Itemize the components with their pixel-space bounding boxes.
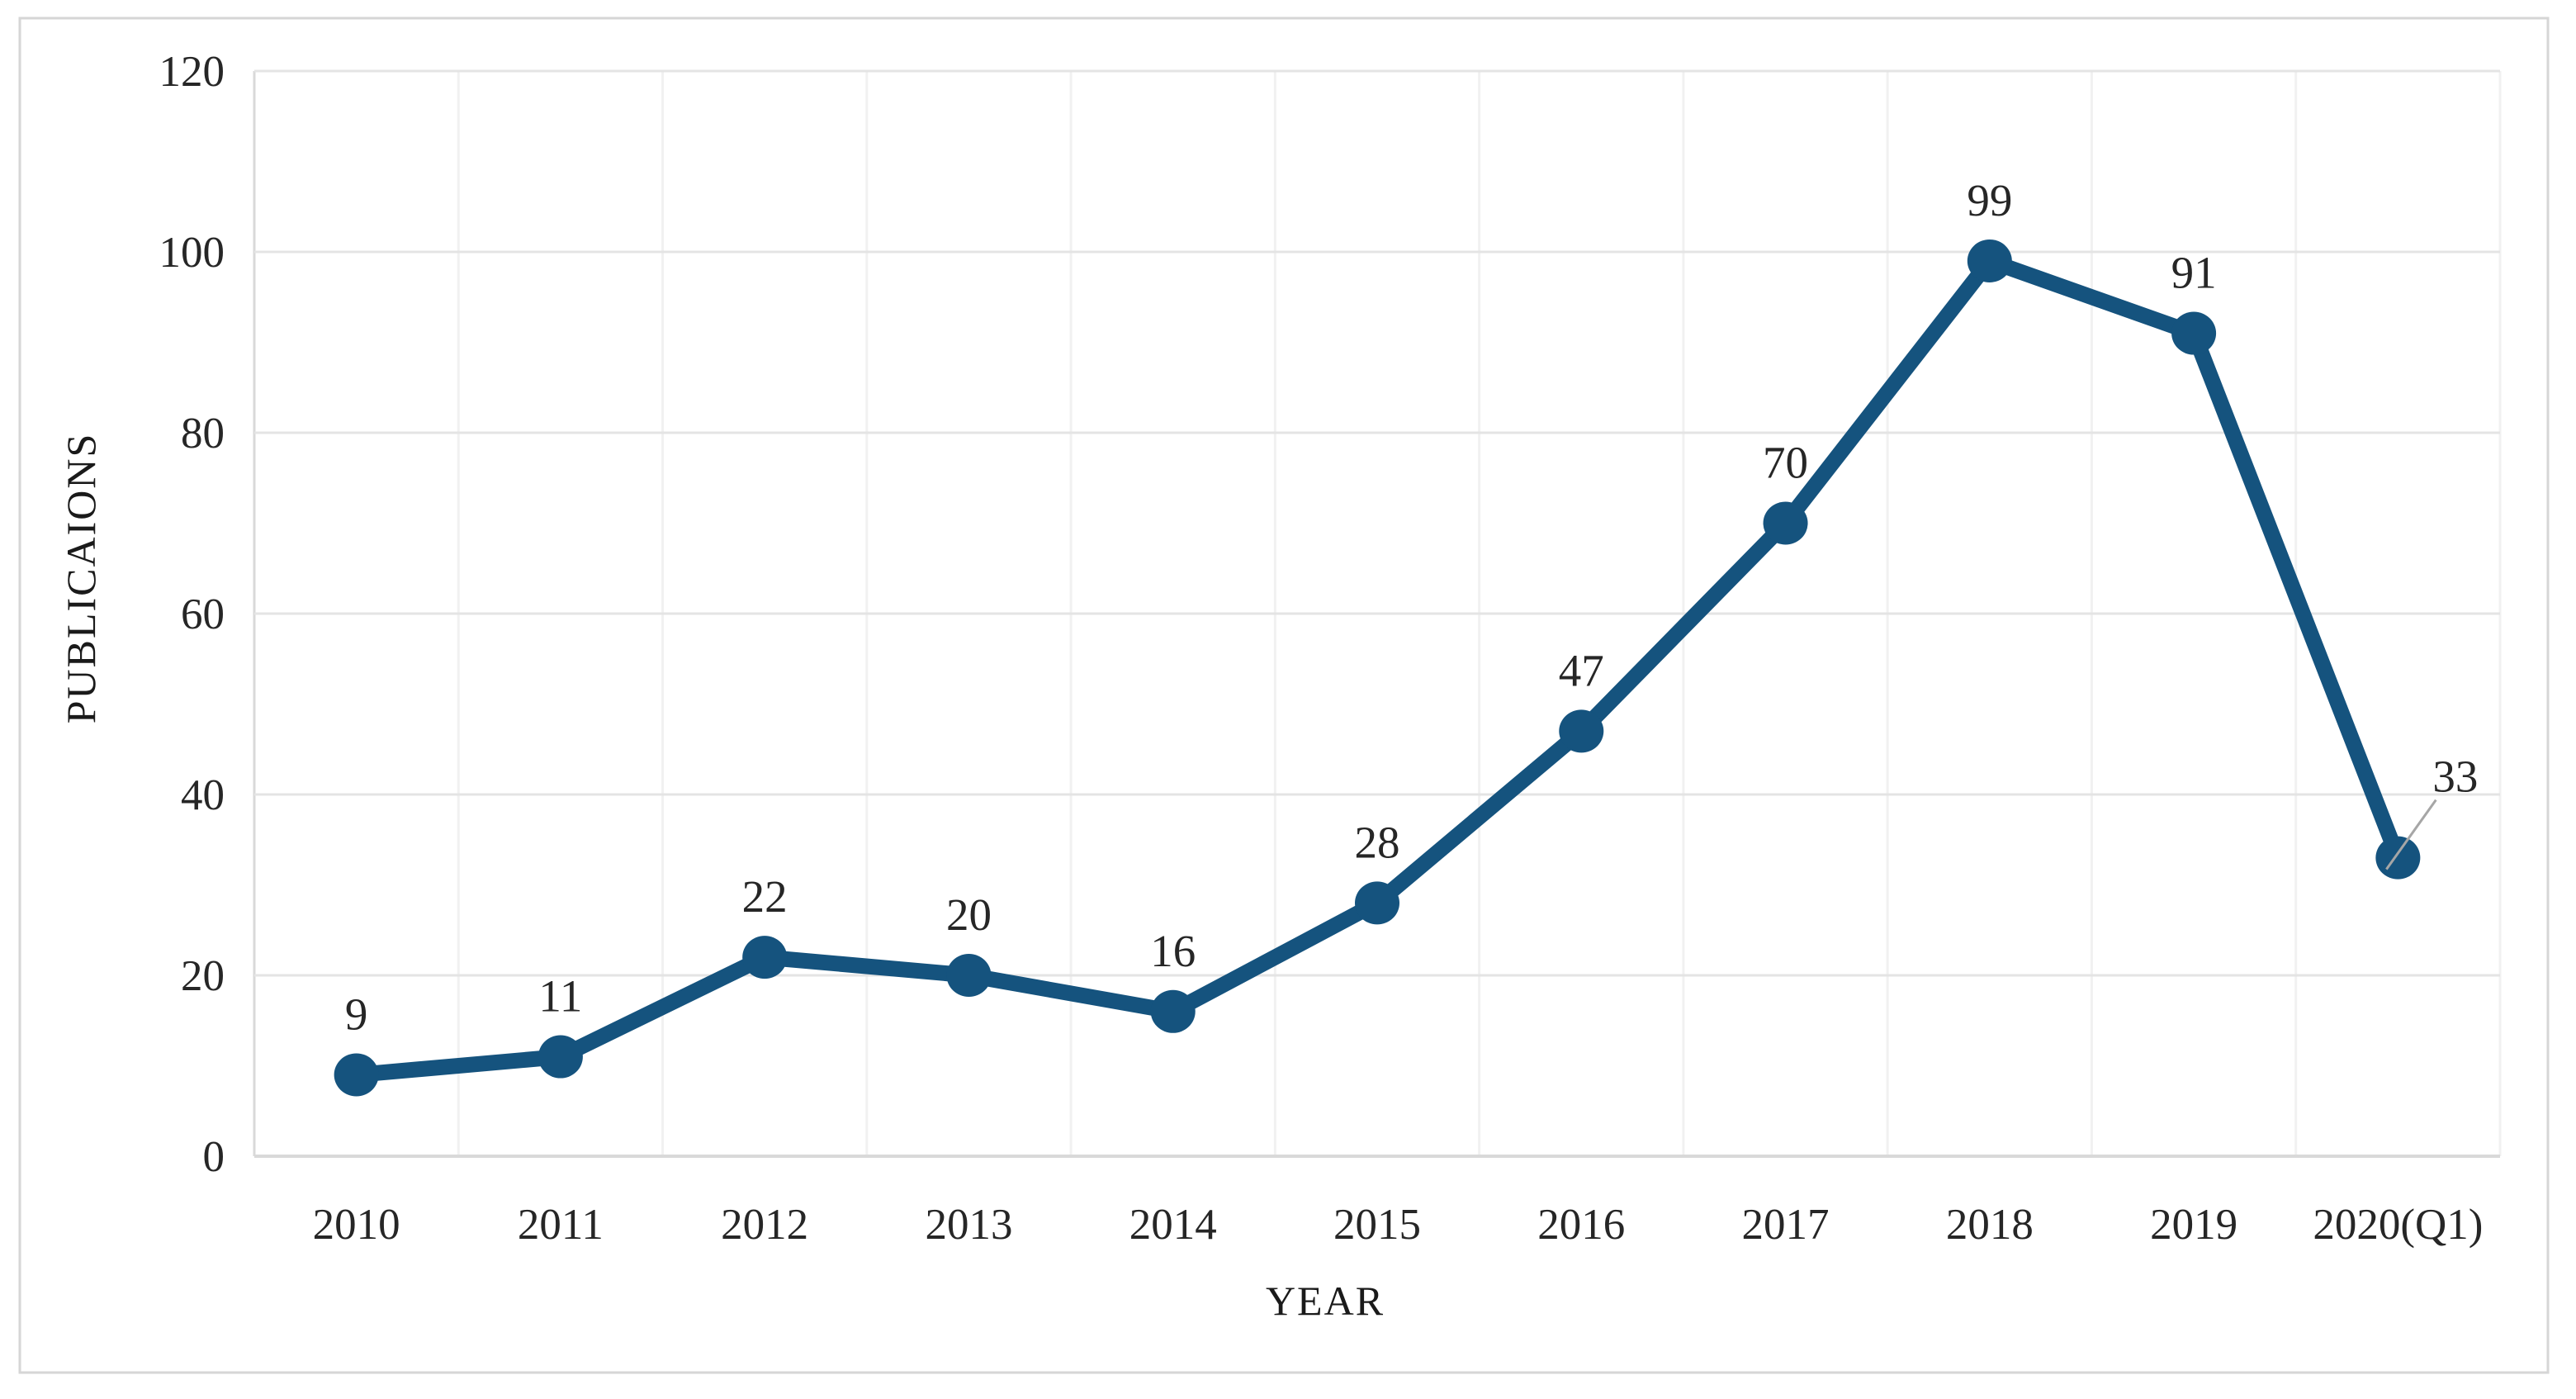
x-tick-label: 2011 [518, 1201, 604, 1249]
x-tick-label: 2015 [1333, 1201, 1421, 1249]
data-point-label: 28 [1355, 817, 1400, 867]
data-point-label: 11 [538, 971, 582, 1022]
data-point-label: 33 [2432, 752, 2478, 802]
x-tick-label: 2020(Q1) [2313, 1201, 2483, 1249]
y-tick-label: 60 [181, 590, 225, 638]
x-tick-label: 2012 [721, 1201, 808, 1249]
gridlines-layer [253, 69, 2502, 1156]
data-point-marker [334, 1053, 379, 1097]
data-label-leader-line [2385, 799, 2437, 870]
x-tick-label: 2014 [1129, 1201, 1217, 1249]
data-point-label: 70 [1763, 438, 1808, 488]
x-tick-label: 2010 [313, 1201, 400, 1249]
data-point-marker [946, 954, 992, 997]
x-tick-label: 2016 [1537, 1201, 1625, 1249]
data-point-marker [1150, 989, 1196, 1033]
data-labels-layer: 9 11 22 20 16 28 47 70 99 91 33 [345, 175, 2478, 1039]
data-point-label: 99 [1967, 175, 2012, 225]
data-point-marker [1967, 239, 2012, 282]
x-tick-label: 2017 [1742, 1201, 1830, 1249]
data-point-label: 91 [2171, 248, 2217, 298]
y-tick-label: 80 [181, 410, 225, 458]
data-point-marker [537, 1035, 583, 1079]
data-point-marker [2171, 311, 2217, 355]
data-point-label: 20 [946, 889, 992, 940]
data-point-label: 16 [1150, 926, 1196, 976]
data-point-marker [742, 936, 788, 979]
x-tick-label: 2013 [925, 1201, 1012, 1249]
data-point-marker [1559, 709, 1604, 753]
data-point-marker [1763, 501, 1808, 545]
data-point-label: 47 [1559, 645, 1604, 695]
x-tick-label: 2019 [2150, 1201, 2237, 1249]
y-tick-label: 0 [203, 1133, 225, 1181]
data-point-label: 9 [345, 989, 368, 1039]
series-layer [334, 239, 2421, 1097]
x-axis-title: YEAR [1266, 1278, 1385, 1324]
y-tick-label: 20 [181, 952, 225, 1000]
data-point-marker [2375, 836, 2421, 880]
y-tick-label: 100 [159, 229, 225, 277]
chart-border [18, 17, 2550, 1374]
x-tick-label: 2018 [1946, 1201, 2034, 1249]
data-point-marker [1355, 881, 1399, 925]
y-tick-label: 40 [181, 771, 225, 819]
y-axis-title: PUBLICAIONS [58, 433, 104, 724]
data-point-label: 22 [742, 871, 788, 922]
y-tick-label: 120 [159, 48, 225, 96]
